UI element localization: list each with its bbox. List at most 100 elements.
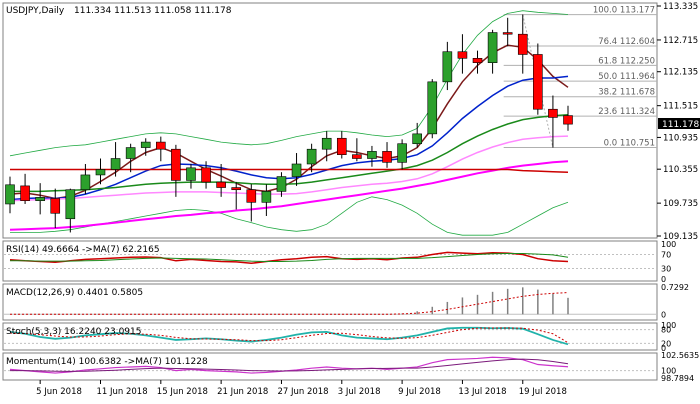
fib-label: 76.4 112.604 bbox=[598, 37, 655, 47]
rsi-line bbox=[9, 251, 569, 265]
rsi-tick-label: 0 bbox=[661, 275, 666, 284]
candle-body bbox=[382, 151, 392, 163]
candle-body bbox=[80, 174, 91, 191]
current-price-box bbox=[658, 118, 700, 129]
candle-body bbox=[35, 197, 45, 201]
candle-body bbox=[20, 185, 30, 201]
candle-body bbox=[291, 163, 302, 177]
stoch-tick-label: 20 bbox=[661, 339, 671, 348]
momentum-pane: Momentum(14) 100.6382 ->MA(7) 101.1228 1… bbox=[2, 351, 699, 383]
candle-body bbox=[457, 51, 468, 59]
rsi-axis: 100 70 300 bbox=[661, 240, 676, 284]
fib-label: 50.0 111.964 bbox=[598, 72, 655, 82]
candle-body bbox=[261, 191, 272, 203]
rsi-tick-label: 70 bbox=[661, 251, 671, 260]
candle-body bbox=[5, 184, 15, 205]
rsi-tick-label: 30 bbox=[661, 265, 671, 274]
momentum-label: Momentum(14) 100.6382 ->MA(7) 101.1228 bbox=[6, 357, 208, 367]
candle-body bbox=[95, 169, 106, 176]
time-tick-label: 9 Jul 2018 bbox=[398, 387, 441, 397]
macd-pane: MACD(12,26,9) 0.4401 0.5805 0.7292 0 bbox=[2, 283, 689, 321]
candle-body bbox=[156, 141, 166, 150]
time-tick-label: 21 Jun 2018 bbox=[217, 387, 268, 397]
time-tick-label: 11 Jun 2018 bbox=[96, 387, 147, 397]
candle-body bbox=[427, 81, 438, 135]
candle-body bbox=[65, 189, 76, 220]
time-tick-label: 13 Jul 2018 bbox=[458, 387, 506, 397]
fib-label: 0.0 110.751 bbox=[604, 139, 655, 149]
candle-body bbox=[140, 141, 151, 148]
ma-line bbox=[9, 10, 569, 157]
candle-body bbox=[367, 151, 377, 159]
price-axis: 113.335 112.715 112.135 111.515 110.935 110.3… bbox=[657, 2, 698, 242]
price-pane: 100.0 113.177 76.4 112.604 61.8 112.250 50.… bbox=[2, 2, 700, 242]
price-tick-label: 111.515 bbox=[663, 102, 698, 112]
candle-body bbox=[352, 154, 362, 159]
price-tick-label: 112.135 bbox=[663, 68, 698, 78]
candle-body bbox=[517, 33, 528, 55]
candle-body bbox=[563, 115, 573, 125]
candle-body bbox=[397, 143, 407, 163]
fib-label: 23.6 111.324 bbox=[598, 107, 655, 117]
price-tick-label: 110.355 bbox=[663, 165, 698, 175]
time-tick-label: 19 Jul 2018 bbox=[519, 387, 567, 397]
ma-line bbox=[9, 160, 569, 231]
candle-body bbox=[472, 57, 483, 63]
time-tick-label: 3 Jul 2018 bbox=[338, 387, 381, 397]
candle-body bbox=[412, 133, 422, 145]
time-tick-label: 27 Jun 2018 bbox=[277, 387, 328, 397]
time-axis: 5 Jun 2018 11 Jun 2018 15 Jun 2018 21 Jun 2… bbox=[36, 380, 567, 397]
price-tick-label: 109.135 bbox=[663, 232, 698, 242]
candle-body bbox=[442, 51, 453, 83]
candles bbox=[5, 14, 573, 233]
stoch-tick-label: 0 bbox=[661, 344, 666, 353]
candle-body bbox=[533, 54, 543, 110]
candle-body bbox=[201, 167, 211, 183]
fib-label: 38.2 111.678 bbox=[598, 88, 655, 98]
stoch-k-line bbox=[9, 326, 569, 346]
fib-label: 100.0 113.177 bbox=[593, 6, 655, 16]
time-tick-label: 5 Jun 2018 bbox=[36, 387, 82, 397]
momentum-ma-line bbox=[10, 358, 569, 372]
candle-body bbox=[336, 137, 347, 155]
stoch-tick-label: 80 bbox=[661, 326, 671, 335]
macd-tick-label: 0 bbox=[661, 310, 666, 319]
macd-tick-label: 0.7292 bbox=[661, 283, 689, 292]
rsi-pane: RSI(14) 49.6664 ->MA(7) 62.2165 100 70 300 bbox=[2, 240, 676, 284]
candle-body bbox=[125, 147, 136, 159]
candle-body bbox=[276, 176, 287, 192]
current-price-label: 111.178 bbox=[662, 120, 699, 130]
candle-body bbox=[548, 108, 558, 118]
price-tick-label: 109.735 bbox=[663, 199, 698, 209]
rsi-tick-label: 100 bbox=[661, 240, 676, 249]
candle-body bbox=[50, 198, 61, 214]
time-tick-label: 15 Jun 2018 bbox=[157, 387, 208, 397]
macd-label: MACD(12,26,9) 0.4401 0.5805 bbox=[6, 288, 143, 298]
candle-body bbox=[216, 181, 226, 188]
candle-body bbox=[502, 32, 513, 35]
stoch-label: Stoch(5,3,3) 16.2240 23.0915 bbox=[6, 327, 141, 337]
price-tick-label: 112.715 bbox=[663, 36, 698, 46]
rsi-label: RSI(14) 49.6664 ->MA(7) 62.2165 bbox=[6, 245, 160, 255]
stoch-tick-label: 100 bbox=[661, 321, 676, 330]
candle-body bbox=[186, 167, 196, 181]
candle-body bbox=[231, 187, 242, 191]
symbol-timeframe: USDJPY,Daily bbox=[6, 6, 65, 16]
candle-body bbox=[171, 148, 181, 181]
ohlc-values: 111.334 111.513 111.058 111.178 bbox=[74, 6, 232, 16]
momentum-tick-label: 100 bbox=[661, 367, 676, 376]
candle-body bbox=[246, 189, 257, 203]
ma-line bbox=[10, 113, 569, 193]
rsi-ma-line bbox=[10, 252, 569, 262]
price-tick-label: 110.935 bbox=[663, 133, 698, 143]
momentum-tick-label: 102.5635 bbox=[661, 351, 699, 360]
candle-body bbox=[487, 32, 498, 63]
candle-body bbox=[321, 137, 332, 150]
price-tick-label: 113.335 bbox=[663, 2, 698, 12]
macd-axis: 0.7292 0 bbox=[661, 283, 689, 319]
momentum-tick-label: 98.7894 bbox=[661, 374, 694, 383]
